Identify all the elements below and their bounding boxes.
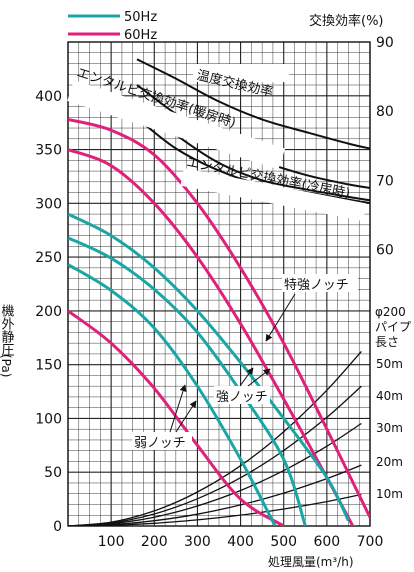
y-left-tick-label: 200 xyxy=(35,304,62,320)
annotation-strong-notch-arrow-1 xyxy=(239,367,254,387)
system-curves xyxy=(68,350,362,526)
annotation-strong-notch: 強ノッチ xyxy=(216,390,268,405)
annotation-strong-notch-arrow-2 xyxy=(247,368,271,387)
y-right-tick-label: 60 xyxy=(376,242,394,258)
pipe-length-20m: 20m xyxy=(376,455,403,469)
y-axis-left: 0 50 100 150 200 250 300 350 400 xyxy=(35,89,62,535)
x-tick-label: 700 xyxy=(357,534,384,550)
y-right-tick-label: 80 xyxy=(376,104,394,120)
pipe-length-40m: 40m xyxy=(376,389,403,403)
y-left-tick-label: 350 xyxy=(35,143,62,159)
x-tick-label: 300 xyxy=(184,534,211,550)
x-tick-label: 600 xyxy=(313,534,340,550)
y-left-tick-label: 0 xyxy=(53,519,62,535)
legend-label-50hz: 50Hz xyxy=(124,10,157,25)
pipe-length-50m: 50m xyxy=(376,357,403,371)
efficiency-curve-1 xyxy=(136,58,370,150)
pipe-label: φ200 パイプ 長さ xyxy=(375,305,411,349)
y-left-tick-label: 300 xyxy=(35,196,62,212)
annotation-max-notch-arrow xyxy=(265,293,296,342)
annotation-weak-notch: 弱ノッチ xyxy=(134,436,186,451)
x-axis: 100 200 300 400 500 600 700 xyxy=(98,534,384,550)
pressure-curve-50hz-1 xyxy=(68,212,350,522)
y-right-axis-label: 交換効率(%) xyxy=(309,13,384,29)
x-tick-label: 500 xyxy=(270,534,297,550)
x-tick-label: 100 xyxy=(98,534,125,550)
y-left-axis-unit: (Pa) xyxy=(0,354,13,377)
y-left-axis-label: 機外静圧 xyxy=(0,304,14,356)
legend-label-60hz: 60Hz xyxy=(124,28,157,43)
pressure-curve-60hz-1 xyxy=(68,117,370,519)
system-curve-20m xyxy=(68,464,362,526)
legend: 50Hz 60Hz xyxy=(68,10,157,43)
pressure-curve-50hz-3 xyxy=(68,263,277,526)
system-curve-50m xyxy=(68,350,362,526)
x-tick-label: 200 xyxy=(141,534,168,550)
pipe-length-10m: 10m xyxy=(376,487,403,501)
plot-frame xyxy=(67,41,371,527)
pressure-curves xyxy=(68,117,370,526)
system-curve-10m xyxy=(68,493,362,526)
y-left-tick-label: 150 xyxy=(35,358,62,374)
y-left-tick-label: 400 xyxy=(35,89,62,105)
system-curve-30m xyxy=(68,422,362,526)
y-left-tick-label: 100 xyxy=(35,411,62,427)
annotation-max-notch: 特強ノッチ xyxy=(284,278,349,293)
pipe-label-line-1: φ200 xyxy=(375,305,406,319)
x-axis-label: 処理風量(m³/h) xyxy=(268,555,354,569)
y-left-tick-label: 50 xyxy=(44,465,62,481)
annotation-weak-notch-arrow-1 xyxy=(169,384,187,433)
x-tick-label: 400 xyxy=(227,534,254,550)
y-left-tick-label: 250 xyxy=(35,250,62,266)
pipe-length-30m: 30m xyxy=(376,421,403,435)
annotation-weak-notch-arrow-2 xyxy=(175,400,197,433)
pipe-label-line-2: パイプ xyxy=(375,320,411,334)
pipe-label-line-3: 長さ xyxy=(375,335,399,349)
y-right-tick-label: 90 xyxy=(376,35,394,51)
pressure-curve-60hz-3 xyxy=(68,309,285,526)
y-axis-right: 60 70 80 90 xyxy=(376,35,394,258)
pipe-length-labels: 10m 20m 30m 40m 50m xyxy=(376,357,403,501)
pressure-curve-50hz-2 xyxy=(68,236,307,526)
y-right-tick-label: 70 xyxy=(376,173,394,189)
